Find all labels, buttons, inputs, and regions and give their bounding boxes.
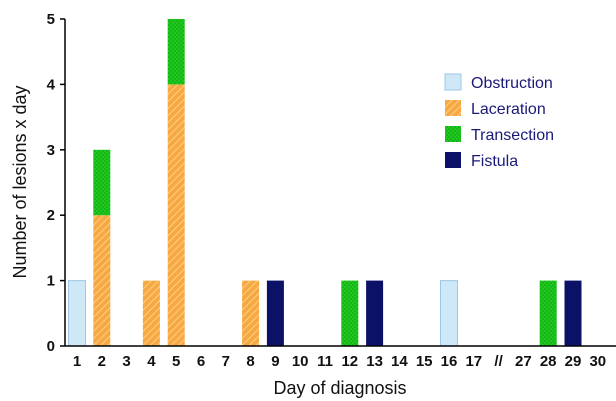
bar-transection-day-5 [167,19,185,85]
legend-swatch-transection [445,126,461,142]
axes-layer [64,19,616,347]
legend-swatch-obstruction [444,73,462,91]
y-tick-label-3: 3 [47,142,55,159]
x-tick-label-30: 30 [589,353,606,370]
x-tick-label-5: 5 [172,353,180,370]
bar-transection-day-28 [539,280,557,346]
x-tick-label-14: 14 [391,353,408,370]
y-tick-label-0: 0 [47,338,55,355]
x-tick-label-12: 12 [341,353,358,370]
legend-label-fistula: Fistula [471,153,518,170]
legend-label-transection: Transection [471,127,554,144]
x-tick-label-9: 9 [271,353,279,370]
x-tick-label-7: 7 [222,353,230,370]
x-tick-label-15: 15 [416,353,433,370]
x-tick-label-8: 8 [246,353,254,370]
legend-label-laceration: Laceration [471,101,546,118]
x-tick-label-29: 29 [565,353,582,370]
bar-fistula-day-29 [564,280,582,346]
bar-laceration-day-8 [242,280,260,346]
y-tick-label-1: 1 [47,273,55,290]
bar-obstruction-day-1 [68,280,86,347]
bar-fistula-day-9 [266,280,284,346]
x-tick-label-6: 6 [197,353,205,370]
x-tick-label-11: 11 [317,353,333,370]
legend-label-obstruction: Obstruction [471,75,553,92]
legend-swatch-laceration [445,100,461,116]
x-tick-label-27: 27 [515,353,532,370]
x-tick-label-28: 28 [540,353,557,370]
y-tick-label-4: 4 [47,76,56,93]
x-tick-label-1: 1 [73,353,81,370]
bar-transection-day-12 [341,280,359,346]
x-tick-label-13: 13 [366,353,383,370]
x-tick-label-17: 17 [465,353,482,370]
bars-layer [68,19,582,347]
bar-laceration-day-4 [142,280,160,346]
bar-laceration-day-5 [167,84,185,347]
legend: Obstruction Laceration Transection Fistula [444,73,554,170]
y-tick-label-5: 5 [47,11,55,28]
x-tick-label-break: // [494,353,503,370]
legend-swatch-fistula [445,152,461,168]
x-tick-label-16: 16 [441,353,458,370]
y-tick-label-2: 2 [47,207,55,224]
x-axis-title: Day of diagnosis [273,378,406,398]
x-tick-label-4: 4 [147,353,156,370]
bar-fistula-day-13 [366,280,384,346]
y-axis-title: Number of lesions x day [10,85,30,278]
bar-obstruction-day-16 [440,280,458,347]
x-tick-label-2: 2 [98,353,106,370]
bar-transection-day-2 [93,149,111,216]
bar-laceration-day-2 [93,215,111,346]
x-tick-label-10: 10 [292,353,309,370]
x-tick-label-3: 3 [122,353,130,370]
